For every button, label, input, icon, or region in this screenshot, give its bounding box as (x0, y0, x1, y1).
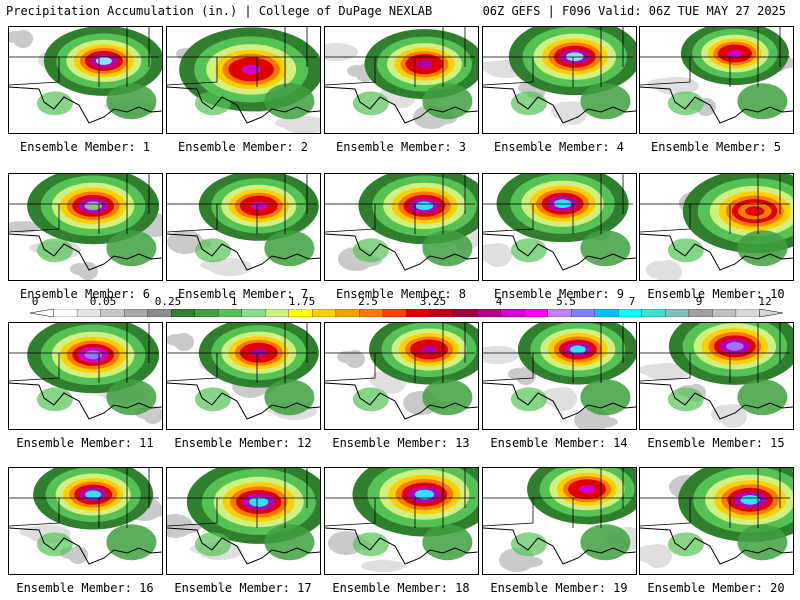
member-label: Ensemble Member: 8 (335, 287, 467, 301)
member-label: Ensemble Member: 7 (177, 287, 309, 301)
colorbar-swatch (76, 309, 102, 317)
member-label: Ensemble Member: 15 (647, 436, 785, 450)
colorbar-tick-label: 0.05 (89, 295, 117, 308)
member-map-panel (166, 26, 321, 134)
member-map-panel (166, 467, 321, 575)
member-map-panel (8, 322, 163, 430)
colorbar-swatch (453, 309, 478, 317)
colorbar-swatch (288, 309, 314, 317)
member-map-panel (482, 26, 637, 134)
member-label: Ensemble Member: 14 (490, 436, 628, 450)
colorbar-swatch (665, 309, 690, 317)
colorbar-swatch (524, 309, 549, 317)
colorbar-tick-label: 7 (628, 295, 636, 308)
run-info: 06Z GEFS | F096 Valid: 06Z TUE MAY 27 20… (482, 4, 786, 18)
colorbar-swatch (618, 309, 643, 317)
member-map-panel (639, 26, 794, 134)
colorbar-swatch (688, 309, 714, 317)
colorbar-tick-label: 3.25 (419, 295, 447, 308)
colorbar-tick-label: 0.25 (154, 295, 182, 308)
member-map-panel (482, 322, 637, 430)
colorbar-tick-label: 0 (31, 295, 39, 308)
colorbar-tick-label: 2.5 (358, 295, 378, 308)
member-map-panel (8, 173, 163, 281)
colorbar-swatch (406, 309, 431, 317)
member-map-panel (324, 26, 479, 134)
map-title: Precipitation Accumulation (in.) | Colle… (6, 4, 433, 18)
colorbar-swatch (171, 309, 196, 317)
member-map-panel (639, 467, 794, 575)
member-map-panel (166, 173, 321, 281)
member-label: Ensemble Member: 4 (493, 140, 625, 154)
member-label: Ensemble Member: 18 (332, 581, 470, 595)
colorbar-tick-label: 12 (758, 295, 772, 308)
colorbar-swatch (312, 309, 337, 317)
member-map-panel (482, 173, 637, 281)
member-map-panel (482, 467, 637, 575)
member-label: Ensemble Member: 6 (19, 287, 151, 301)
member-map-panel (324, 173, 479, 281)
colorbar-swatch (241, 309, 266, 317)
colorbar-swatch (712, 309, 737, 317)
colorbar-swatch (382, 309, 408, 317)
colorbar-swatch (359, 309, 384, 317)
member-label: Ensemble Member: 12 (174, 436, 312, 450)
member-label: Ensemble Member: 20 (647, 581, 785, 595)
colorbar-swatch (429, 309, 455, 317)
colorbar-swatch (147, 309, 172, 317)
colorbar-swatch (218, 309, 243, 317)
member-label: Ensemble Member: 19 (490, 581, 628, 595)
colorbar-swatch (335, 309, 361, 317)
member-label: Ensemble Member: 16 (16, 581, 154, 595)
member-label: Ensemble Member: 10 (647, 287, 785, 301)
member-label: Ensemble Member: 3 (335, 140, 467, 154)
member-label: Ensemble Member: 1 (19, 140, 151, 154)
colorbar-tick-label: 9 (695, 295, 703, 308)
colorbar-swatch (571, 309, 596, 317)
colorbar-swatch (735, 309, 761, 317)
colorbar-swatch (265, 309, 290, 317)
colorbar-swatch (547, 309, 572, 317)
member-map-panel (639, 173, 794, 281)
colorbar-swatch (100, 309, 125, 317)
member-label: Ensemble Member: 5 (650, 140, 782, 154)
colorbar-swatch (641, 309, 666, 317)
colorbar-tick-label: 5.5 (556, 295, 576, 308)
member-map-panel (324, 467, 479, 575)
member-map-panel (639, 322, 794, 430)
colorbar-tick-label: 1 (230, 295, 238, 308)
precipitation-colorbar (30, 309, 783, 317)
member-label: Ensemble Member: 2 (177, 140, 309, 154)
colorbar-swatch (594, 309, 619, 317)
member-map-panel (8, 467, 163, 575)
member-map-panel (324, 322, 479, 430)
member-map-panel (166, 322, 321, 430)
colorbar-swatch (194, 309, 219, 317)
colorbar-swatch (500, 309, 525, 317)
colorbar-swatch (53, 309, 78, 317)
colorbar-tick-label: 4 (495, 295, 503, 308)
member-label: Ensemble Member: 17 (174, 581, 312, 595)
colorbar-swatch (476, 309, 502, 317)
colorbar-swatch (123, 309, 149, 317)
member-label: Ensemble Member: 11 (16, 436, 154, 450)
member-label: Ensemble Member: 13 (332, 436, 470, 450)
colorbar-tick-label: 1.75 (288, 295, 316, 308)
member-map-panel (8, 26, 163, 134)
member-label: Ensemble Member: 9 (493, 287, 625, 301)
